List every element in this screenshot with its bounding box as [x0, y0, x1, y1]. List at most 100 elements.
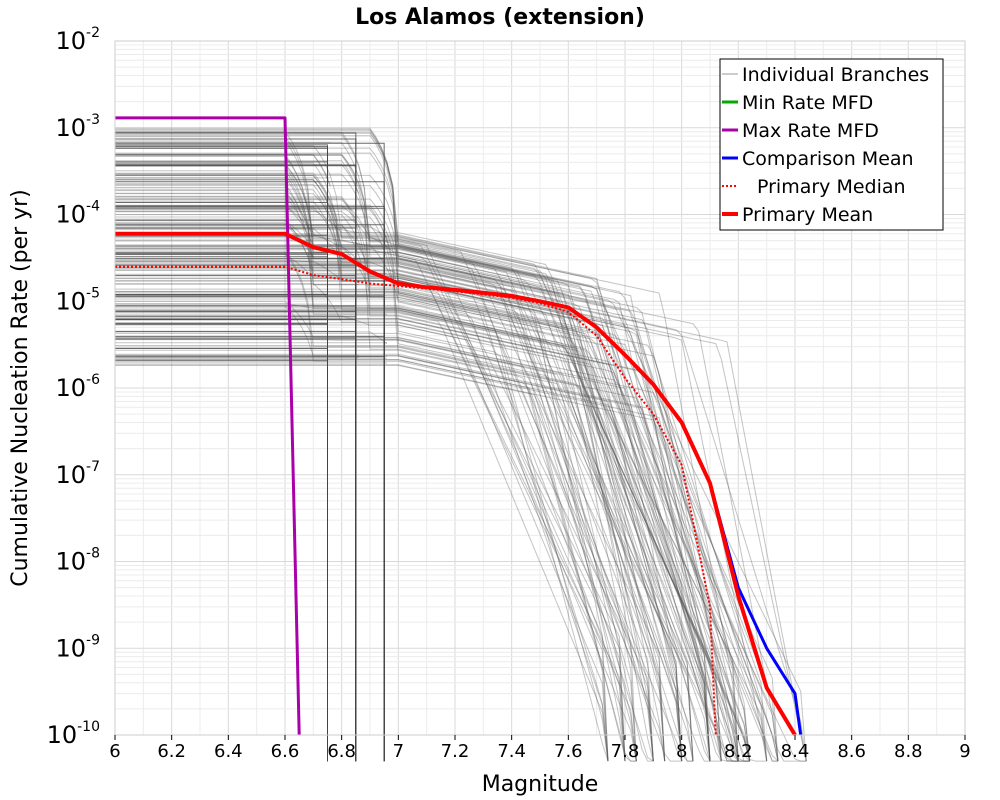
- y-tick-label: 10-8: [55, 546, 100, 576]
- y-tick-base: 10: [55, 287, 86, 315]
- branch-line: [115, 309, 751, 762]
- x-tick-label: 7: [393, 741, 404, 762]
- x-axis-label: Magnitude: [482, 772, 599, 797]
- x-tick-label: 7.2: [441, 741, 470, 762]
- legend-label: Comparison Mean: [742, 148, 914, 170]
- branch-line: [115, 174, 683, 762]
- branch-line: [115, 170, 387, 274]
- branch-line: [115, 269, 807, 762]
- y-tick-base: 10: [55, 201, 86, 229]
- branch-line: [115, 177, 694, 762]
- y-tick-exponent: -10: [77, 719, 100, 735]
- branch-line: [115, 245, 666, 762]
- branch-line: [115, 248, 694, 762]
- branch-line: [115, 179, 711, 762]
- x-tick-label: 6.8: [327, 741, 356, 762]
- branch-line: [115, 187, 626, 762]
- branch-line: [115, 236, 722, 762]
- branch-line: [115, 312, 609, 762]
- branch-line: [115, 206, 779, 762]
- legend-label: Max Rate MFD: [742, 120, 879, 142]
- branch-line: [115, 260, 751, 762]
- x-tick-label: 8: [676, 741, 687, 762]
- branch-line: [115, 260, 626, 762]
- branch-line: [115, 183, 387, 315]
- branch-line: [115, 364, 807, 762]
- branch-step-line: [115, 267, 357, 762]
- branch-line: [115, 250, 750, 762]
- branch-line: [115, 198, 711, 762]
- x-tick-label: 7.4: [497, 741, 526, 762]
- x-tick-label: 7.6: [554, 741, 583, 762]
- branch-line: [115, 291, 666, 762]
- y-tick-base: 10: [55, 114, 86, 142]
- y-tick-exponent: -7: [86, 459, 100, 475]
- y-tick-label: 10-4: [55, 199, 100, 229]
- branch-line: [115, 192, 331, 240]
- branch-line: [115, 296, 739, 762]
- branch-line: [115, 339, 710, 762]
- branch-line: [115, 220, 711, 762]
- x-tick-label: 9: [959, 741, 970, 762]
- branch-line: [115, 322, 751, 762]
- branch-line: [115, 175, 637, 762]
- x-tick-label: 6.2: [157, 741, 186, 762]
- y-tick-exponent: -3: [86, 112, 100, 128]
- branch-line: [115, 254, 807, 762]
- branch-line: [115, 280, 626, 762]
- legend-box: [719, 58, 944, 231]
- branch-line: [115, 216, 609, 762]
- series-lines: [115, 116, 803, 737]
- branch-line: [115, 131, 666, 762]
- branch-line: [115, 154, 331, 186]
- y-tick-base: 10: [55, 374, 86, 402]
- branch-line: [115, 145, 359, 238]
- y-tick-exponent: -9: [86, 632, 100, 648]
- y-axis-ticks: 10-210-310-410-510-610-710-810-910-10: [47, 25, 101, 749]
- chart-title: Los Alamos (extension): [355, 5, 645, 30]
- y-tick-label: 10-2: [55, 25, 100, 55]
- y-tick-base: 10: [47, 721, 78, 749]
- y-tick-exponent: -8: [86, 546, 100, 562]
- branch-line: [115, 261, 751, 762]
- branch-step-line: [115, 207, 385, 762]
- y-tick-base: 10: [55, 27, 86, 55]
- x-tick-label: 8.4: [781, 741, 810, 762]
- branch-line: [115, 349, 693, 762]
- branch-line: [115, 189, 751, 762]
- x-tick-label: 6.4: [214, 741, 243, 762]
- branch-line: [115, 179, 637, 762]
- branch-line: [115, 364, 682, 762]
- branch-line: [115, 244, 739, 762]
- branch-line: [115, 211, 387, 242]
- branch-line: [115, 209, 711, 762]
- y-tick-label: 10-10: [47, 719, 100, 749]
- branch-line: [115, 314, 666, 762]
- branch-line: [115, 353, 767, 762]
- individual-branches: [115, 127, 807, 762]
- branch-line: [115, 315, 778, 762]
- branch-line: [115, 298, 609, 762]
- branch-line: [115, 359, 739, 762]
- branch-line: [115, 270, 807, 762]
- branch-line: [115, 338, 739, 762]
- x-tick-label: 8.8: [894, 741, 923, 762]
- branch-line: [115, 332, 807, 762]
- branch-line: [115, 205, 779, 762]
- branch-line: [115, 355, 750, 762]
- branch-line: [115, 303, 609, 762]
- x-tick-label: 8.6: [837, 741, 866, 762]
- branch-line: [115, 300, 750, 762]
- branch-line: [115, 199, 609, 762]
- y-tick-exponent: -6: [86, 372, 100, 388]
- branch-line: [115, 252, 739, 762]
- branch-line: [115, 331, 388, 345]
- branch-step-line: [115, 322, 328, 762]
- branch-line: [115, 209, 722, 762]
- branch-line: [115, 307, 751, 762]
- x-tick-label: 6.6: [271, 741, 300, 762]
- branch-line: [115, 240, 683, 762]
- branch-line: [115, 292, 711, 762]
- y-tick-base: 10: [55, 461, 86, 489]
